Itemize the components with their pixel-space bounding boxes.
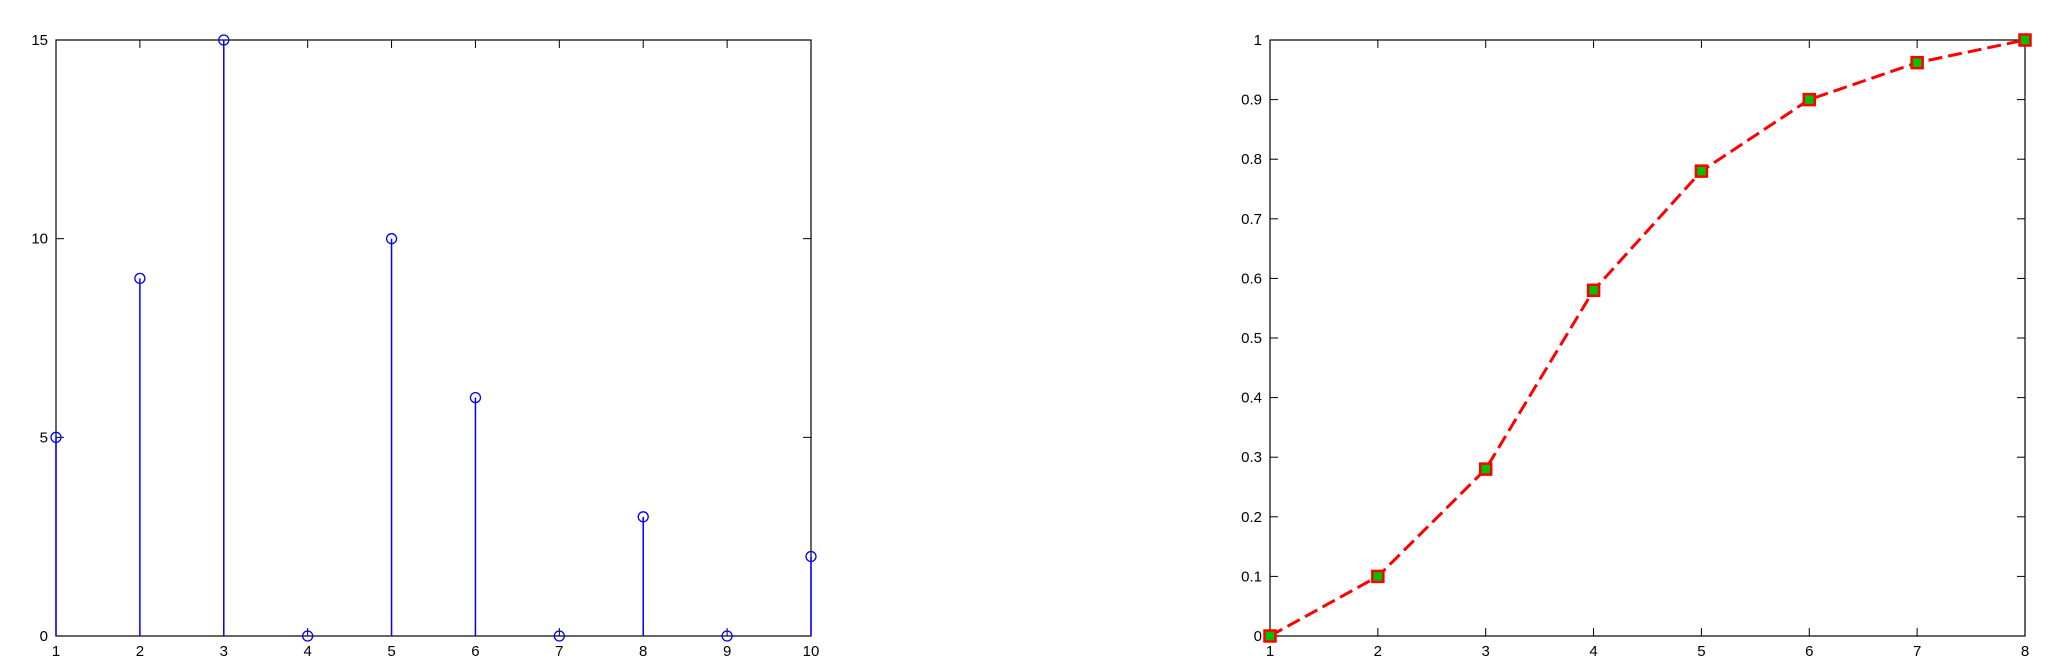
stem-marker [553, 630, 565, 642]
axes-box [55, 39, 812, 637]
y-tick-label: 0.2 [1241, 509, 1262, 526]
stem-chart: 1 2 3 4 5 6 7 8 9 10 0 5 10 15 [31, 32, 819, 660]
stem-marker [50, 431, 62, 443]
x-tick-label: 1 [52, 643, 60, 660]
stem-marker [469, 391, 482, 404]
x-tick-label: 1 [1266, 643, 1274, 660]
x-tick-label: 8 [639, 643, 647, 660]
axes-box [1269, 39, 2026, 637]
series-line [1269, 38, 2026, 638]
x-tick-label: 9 [723, 643, 731, 660]
stem-marker [302, 630, 314, 642]
y-tick-label: 0.3 [1241, 449, 1262, 466]
y-tick-label: 0.8 [1241, 151, 1262, 168]
y-tick-label: 1 [1254, 32, 1262, 49]
stem-marker [218, 34, 230, 46]
x-tick-label: 4 [303, 643, 311, 660]
x-tick-label: 5 [1697, 643, 1705, 660]
data-point-marker [1371, 569, 1385, 584]
x-tick-label: 6 [1805, 643, 1813, 660]
y-tick-label: 5 [40, 429, 48, 446]
x-tick-label: 2 [136, 643, 144, 660]
y-tick-label: 0 [1254, 628, 1262, 645]
x-tick-label: 3 [1482, 643, 1490, 660]
series-markers [1263, 33, 2032, 643]
stem-marker [637, 511, 649, 523]
data-point-marker [1910, 55, 1924, 70]
data-point-marker [1586, 283, 1601, 298]
stem-marker [805, 550, 817, 563]
y-tick-label: 0.5 [1241, 330, 1262, 347]
y-tick-label: 0.7 [1241, 211, 1262, 228]
x-tick-label: 7 [555, 643, 563, 660]
y-tick-label: 0.9 [1241, 92, 1262, 109]
x-tick-label: 4 [1589, 643, 1597, 660]
x-tick-label: 8 [2021, 643, 2029, 660]
data-point-marker [1478, 462, 1493, 476]
x-tick-label: 3 [220, 643, 228, 660]
x-tick-label: 6 [471, 643, 479, 660]
x-tick-label: 5 [387, 643, 395, 660]
data-point-marker [1263, 629, 1277, 643]
x-tick-label: 2 [1374, 643, 1382, 660]
data-point-marker [1802, 92, 1817, 107]
data-point-marker [2018, 33, 2032, 47]
y-tick-label: 15 [31, 32, 48, 49]
x-tick-label: 10 [803, 643, 820, 660]
y-tick-label: 0.4 [1241, 390, 1262, 407]
stem-series [50, 34, 817, 642]
stem-marker [134, 272, 146, 285]
y-tick-label: 0 [40, 628, 48, 645]
y-tick-label: 10 [31, 231, 48, 248]
y-tick-label: 0.6 [1241, 270, 1262, 287]
stem-marker [385, 233, 398, 245]
data-point-marker [1694, 164, 1709, 178]
stem-marker [721, 630, 733, 642]
x-tick-label: 7 [1913, 643, 1921, 660]
line-chart: 1 2 3 4 5 6 7 8 0 0.1 0.2 0.3 0.4 0.5 0.6 0.7 0.8 0.9 1 [1241, 32, 2032, 660]
y-tick-label: 0.1 [1241, 568, 1262, 585]
